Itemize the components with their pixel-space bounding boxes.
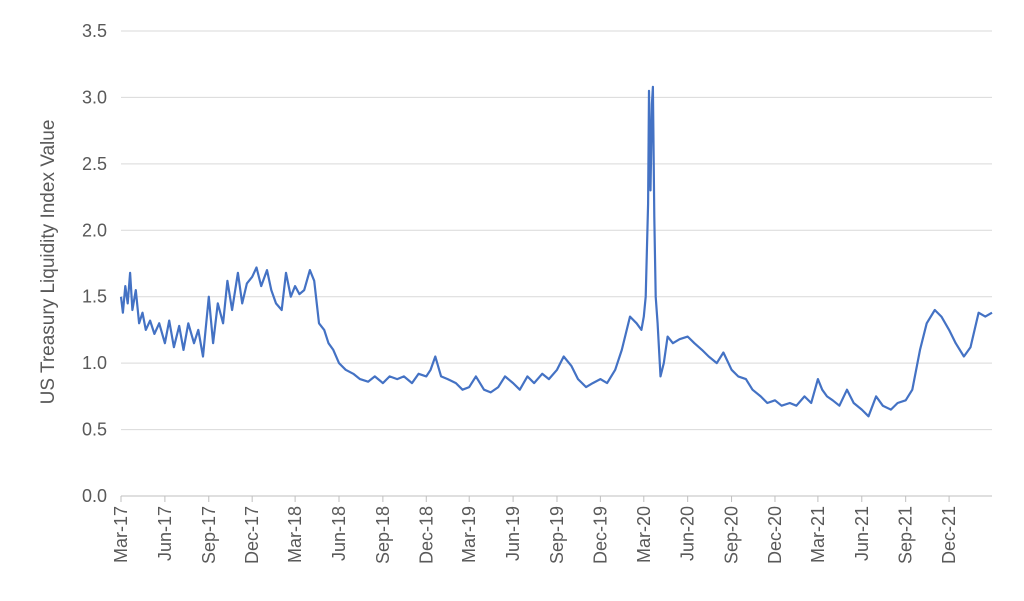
y-tick-label: 3.0: [82, 87, 107, 107]
x-tick-labels: Mar-17 Jun-17 Sep-17 Dec-17 Mar-18 Jun-18 Sep-…: [111, 506, 959, 564]
gridlines: [121, 30, 992, 431]
x-tick-label: Dec-19: [590, 506, 610, 564]
y-tick-label: 2.0: [82, 220, 107, 240]
x-tick-label: Mar-18: [285, 506, 305, 563]
x-tick-label: Dec-18: [416, 506, 436, 564]
x-tick-label: Jun-21: [852, 506, 872, 561]
x-tick-label: Mar-21: [808, 506, 828, 563]
y-tick-label: 2.5: [82, 154, 107, 174]
y-tick-label: 1.5: [82, 287, 107, 307]
x-tick-label: Mar-20: [634, 506, 654, 563]
x-tick-label: Mar-17: [111, 506, 131, 563]
y-tick-label: 1.0: [82, 353, 107, 373]
x-tick-label: Sep-21: [896, 506, 916, 564]
x-tick-label: Jun-17: [155, 506, 175, 561]
y-tick-label: 0.0: [82, 486, 107, 506]
y-tick-label: 3.5: [82, 21, 107, 41]
y-tick-label: 0.5: [82, 420, 107, 440]
series-line: [119, 85, 993, 418]
y-axis-title: US Treasury Liquidity Index Value: [38, 120, 59, 405]
x-tick-label: Jun-18: [329, 506, 349, 561]
x-tick-label: Dec-20: [765, 506, 785, 564]
x-tick-label: Dec-21: [939, 506, 959, 564]
x-tick-label: Dec-17: [242, 506, 262, 564]
x-tick-label: Sep-20: [722, 506, 742, 564]
x-tick-label: Jun-20: [678, 506, 698, 561]
x-tick-label: Jun-19: [503, 506, 523, 561]
y-tick-labels: 0.0 0.5 1.0 1.5 2.0 2.5 3.0 3.5: [82, 21, 107, 506]
x-tick-label: Mar-19: [459, 506, 479, 563]
x-axis: [120, 495, 992, 502]
x-tick-label: Sep-18: [373, 506, 393, 564]
x-tick-label: Sep-19: [547, 506, 567, 564]
x-tick-label: Sep-17: [199, 506, 219, 564]
